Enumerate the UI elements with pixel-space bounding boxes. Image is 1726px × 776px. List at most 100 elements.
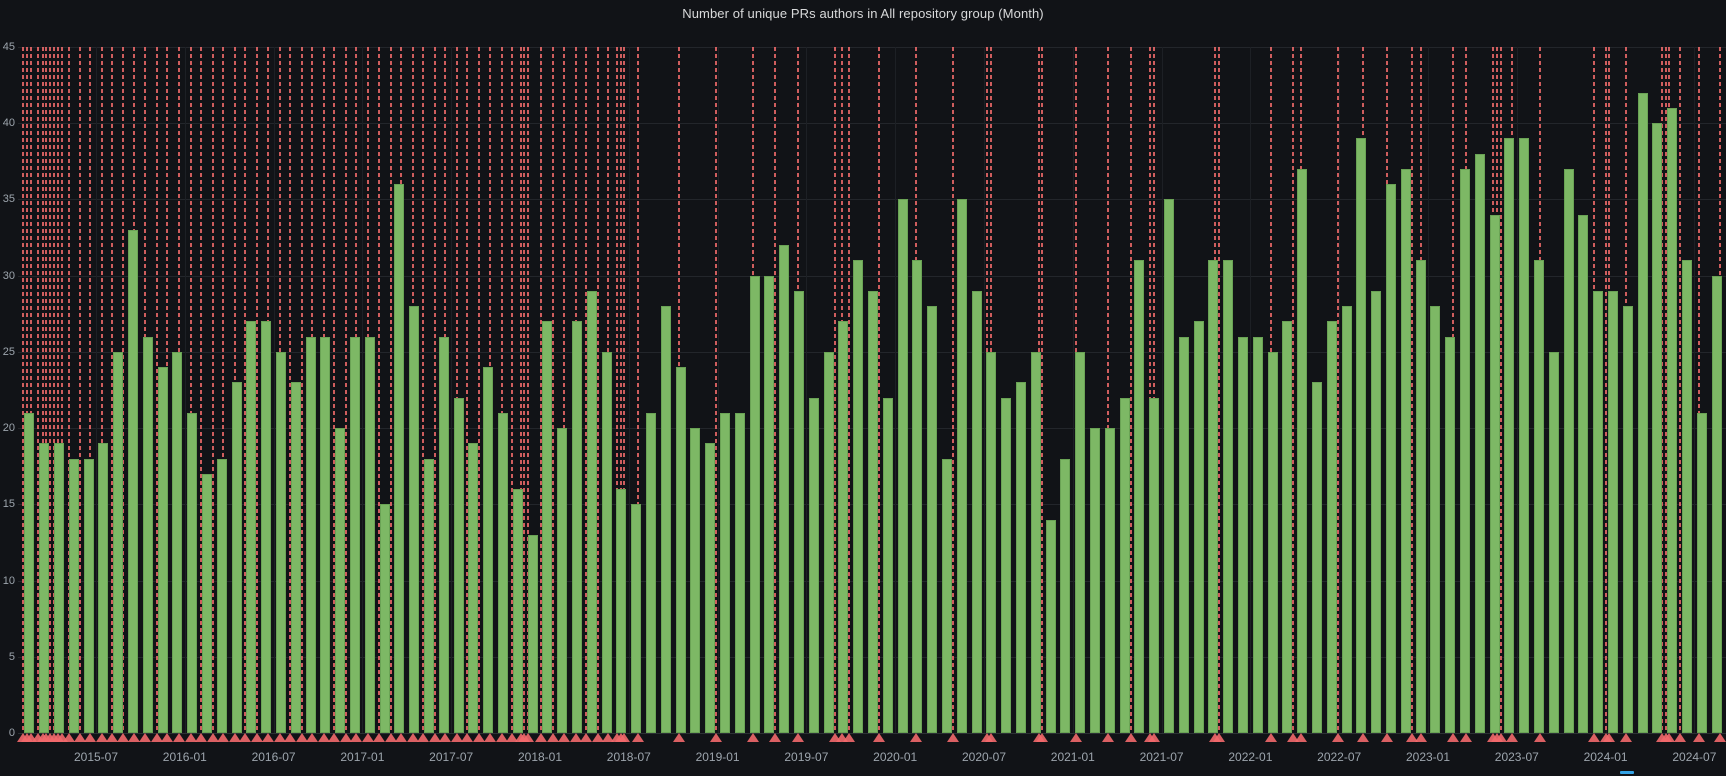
annotation-marker[interactable] (384, 733, 397, 742)
annotation-marker[interactable] (1447, 733, 1460, 742)
bar-2016-05[interactable] (246, 321, 257, 733)
bar-2019-11[interactable] (868, 290, 878, 733)
annotation-marker[interactable] (116, 733, 129, 742)
bar-2015-04[interactable] (54, 443, 64, 733)
annotation-marker[interactable] (239, 733, 252, 742)
annotation-marker[interactable] (579, 733, 592, 742)
bar-2016-01[interactable] (187, 412, 198, 733)
bar-2019-04[interactable] (764, 275, 775, 733)
annotation-marker[interactable] (55, 733, 68, 742)
bar-2017-09[interactable] (483, 367, 494, 733)
annotation-marker[interactable] (1287, 733, 1300, 742)
annotation-marker[interactable] (306, 733, 319, 742)
annotation-marker[interactable] (73, 733, 86, 742)
bar-2017-12[interactable] (527, 534, 538, 733)
bar-2023-03[interactable] (1460, 168, 1470, 733)
annotation-marker[interactable] (417, 733, 430, 742)
bar-2022-05[interactable] (1312, 382, 1322, 733)
bar-2017-02[interactable] (379, 504, 390, 733)
bar-2023-01[interactable] (1430, 306, 1441, 733)
bar-2024-04[interactable] (1652, 123, 1663, 733)
bar-2018-03[interactable] (572, 321, 582, 733)
annotation-marker[interactable] (1331, 733, 1344, 742)
annotation-marker[interactable] (1692, 733, 1705, 742)
bar-2020-06[interactable] (971, 290, 982, 733)
annotation-marker[interactable] (261, 733, 274, 742)
bar-2018-07[interactable] (631, 504, 642, 733)
bar-2024-06[interactable] (1682, 260, 1692, 733)
bar-2015-03[interactable] (39, 443, 50, 733)
bar-2023-11[interactable] (1578, 214, 1589, 733)
annotation-marker[interactable] (1673, 733, 1686, 742)
annotation-marker[interactable] (428, 733, 441, 742)
bar-2016-10[interactable] (320, 336, 331, 733)
bar-2018-12[interactable] (705, 443, 716, 733)
bar-2017-03[interactable] (394, 184, 405, 733)
annotation-marker[interactable] (1460, 733, 1473, 742)
annotation-marker[interactable] (362, 733, 375, 742)
bar-2019-08[interactable] (823, 351, 834, 733)
bar-2023-05[interactable] (1489, 214, 1500, 733)
annotation-marker[interactable] (618, 733, 631, 742)
annotation-marker[interactable] (535, 733, 548, 742)
bar-2015-12[interactable] (172, 351, 183, 733)
bar-2016-04[interactable] (231, 382, 242, 733)
annotation-marker[interactable] (350, 733, 363, 742)
bar-2024-01[interactable] (1608, 290, 1618, 733)
annotation-marker[interactable] (184, 733, 197, 742)
annotation-marker[interactable] (206, 733, 219, 742)
legend-stub[interactable] (1620, 771, 1634, 774)
annotation-marker[interactable] (1587, 733, 1600, 742)
bar-2017-05[interactable] (424, 458, 434, 733)
bar-2015-05[interactable] (68, 458, 79, 733)
annotation-marker[interactable] (84, 733, 97, 742)
bar-2022-06[interactable] (1326, 321, 1337, 733)
bar-2016-11[interactable] (335, 428, 346, 733)
bar-2015-10[interactable] (142, 336, 153, 733)
bar-2020-02[interactable] (912, 260, 923, 733)
bar-2018-11[interactable] (690, 428, 701, 733)
annotation-marker[interactable] (406, 733, 419, 742)
bar-2023-02[interactable] (1445, 336, 1456, 733)
annotation-marker[interactable] (161, 733, 174, 742)
annotation-marker[interactable] (909, 733, 922, 742)
annotation-marker[interactable] (747, 733, 760, 742)
annotation-marker[interactable] (295, 733, 308, 742)
bar-2021-08[interactable] (1178, 336, 1189, 733)
annotation-marker[interactable] (473, 733, 486, 742)
annotation-marker[interactable] (95, 733, 108, 742)
annotation-marker[interactable] (631, 733, 644, 742)
annotation-marker[interactable] (106, 733, 119, 742)
bar-2016-02[interactable] (202, 473, 212, 733)
annotation-marker[interactable] (872, 733, 885, 742)
bar-2015-08[interactable] (113, 351, 124, 733)
bar-2022-07[interactable] (1341, 306, 1352, 733)
bar-2022-09[interactable] (1371, 290, 1382, 733)
annotation-marker[interactable] (828, 733, 841, 742)
bar-2017-08[interactable] (468, 443, 479, 733)
annotation-marker[interactable] (451, 733, 464, 742)
annotation-marker[interactable] (557, 733, 570, 742)
annotation-marker[interactable] (461, 733, 474, 742)
bar-2018-09[interactable] (660, 306, 671, 733)
bar-2015-02[interactable] (24, 412, 35, 733)
bar-2024-07[interactable] (1696, 412, 1707, 733)
bar-2024-08[interactable] (1711, 275, 1722, 733)
bar-2019-09[interactable] (838, 321, 849, 733)
annotation-marker[interactable] (439, 733, 452, 742)
bar-2021-04[interactable] (1119, 397, 1130, 733)
annotation-marker[interactable] (1212, 733, 1225, 742)
bar-2019-12[interactable] (882, 397, 893, 733)
annotation-marker[interactable] (1265, 733, 1278, 742)
bar-2019-05[interactable] (779, 245, 790, 733)
annotation-marker[interactable] (63, 733, 76, 742)
bar-2022-08[interactable] (1356, 138, 1367, 733)
bar-2020-01[interactable] (897, 199, 908, 733)
bar-2023-06[interactable] (1504, 138, 1515, 733)
annotation-marker[interactable] (710, 733, 723, 742)
bar-2021-07[interactable] (1164, 199, 1174, 733)
annotation-marker[interactable] (1663, 733, 1676, 742)
annotation-marker[interactable] (1603, 733, 1616, 742)
annotation-marker[interactable] (1294, 733, 1307, 742)
bar-2017-01[interactable] (364, 336, 375, 733)
